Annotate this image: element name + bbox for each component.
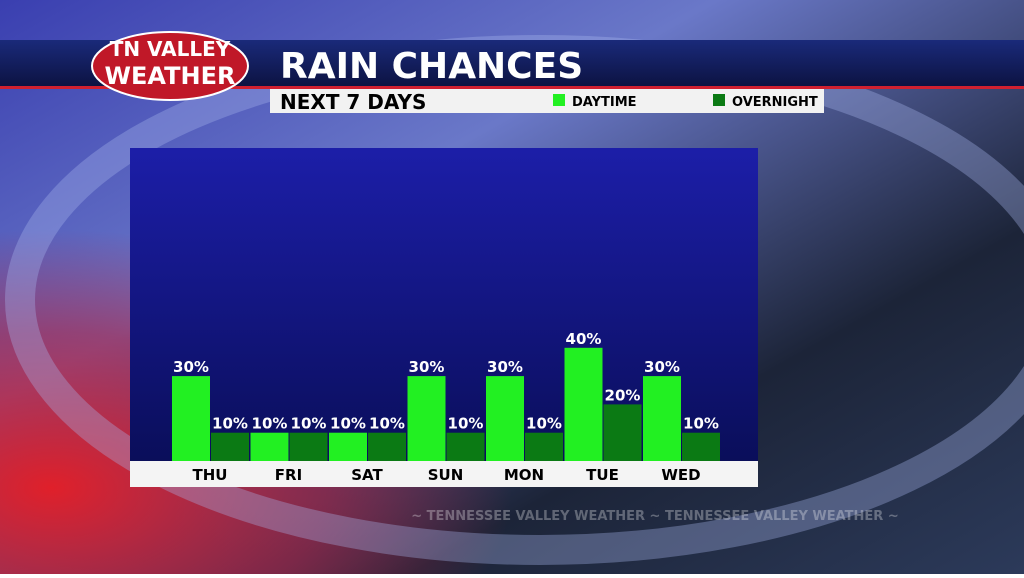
chart-title: RAIN CHANCES	[280, 46, 583, 87]
bar	[289, 432, 328, 461]
value-label: 30%	[409, 358, 445, 376]
logo-text: WEATHER	[105, 62, 236, 90]
x-tick-label: FRI	[275, 466, 302, 484]
bar	[250, 432, 289, 461]
subtitle-bar	[270, 89, 824, 113]
value-label: 30%	[644, 358, 680, 376]
legend-label: DAYTIME	[572, 95, 637, 110]
chart-subtitle: NEXT 7 DAYS	[280, 90, 426, 114]
x-tick-label: TUE	[586, 466, 619, 484]
bar	[211, 432, 249, 461]
value-label: 40%	[566, 330, 602, 348]
x-tick-label: THU	[193, 466, 228, 484]
value-label: 20%	[605, 386, 641, 404]
bar	[643, 376, 681, 461]
value-label: 10%	[526, 415, 562, 433]
legend-label: OVERNIGHT	[732, 95, 818, 110]
bar	[564, 347, 603, 461]
legend-swatch	[713, 94, 725, 106]
category-strip	[130, 461, 758, 487]
value-label: 10%	[291, 415, 327, 433]
bar	[172, 376, 210, 461]
value-label: 10%	[252, 415, 288, 433]
value-label: 10%	[212, 415, 248, 433]
bar	[446, 432, 485, 461]
bar	[525, 432, 563, 461]
x-tick-label: SUN	[428, 466, 464, 484]
watermark: ~ TENNESSEE VALLEY WEATHER ~ TENNESSEE V…	[411, 509, 899, 524]
value-label: 10%	[369, 415, 405, 433]
value-label: 30%	[487, 358, 523, 376]
value-label: 10%	[448, 415, 484, 433]
legend-swatch	[553, 94, 565, 106]
value-label: 10%	[330, 415, 366, 433]
bar	[603, 404, 642, 461]
bar	[407, 376, 446, 461]
x-tick-label: WED	[661, 466, 700, 484]
bar	[486, 376, 524, 461]
x-tick-label: MON	[504, 466, 544, 484]
x-tick-label: SAT	[351, 466, 383, 484]
logo-text: TN VALLEY	[110, 37, 231, 61]
logo-badge	[91, 31, 249, 101]
value-label: 30%	[173, 358, 209, 376]
value-label: 10%	[683, 415, 719, 433]
bar	[329, 432, 367, 461]
header-stripe	[0, 86, 1024, 89]
bar	[682, 432, 720, 461]
bar	[368, 432, 406, 461]
